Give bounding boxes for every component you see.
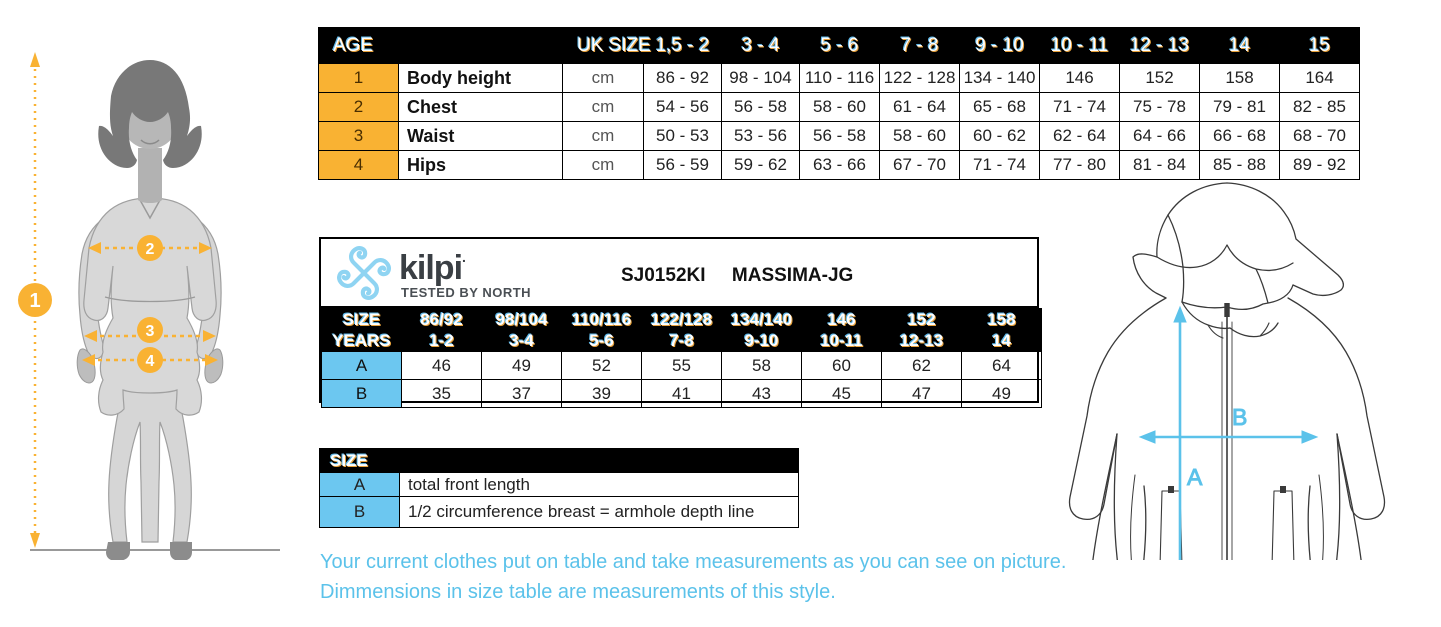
svg-text:A: A [1187, 464, 1203, 490]
svg-text:3: 3 [146, 323, 155, 340]
svg-text:1: 1 [29, 290, 40, 312]
svg-text:B: B [1232, 404, 1247, 430]
svg-text:4: 4 [146, 353, 155, 370]
svg-text:2: 2 [146, 241, 155, 258]
